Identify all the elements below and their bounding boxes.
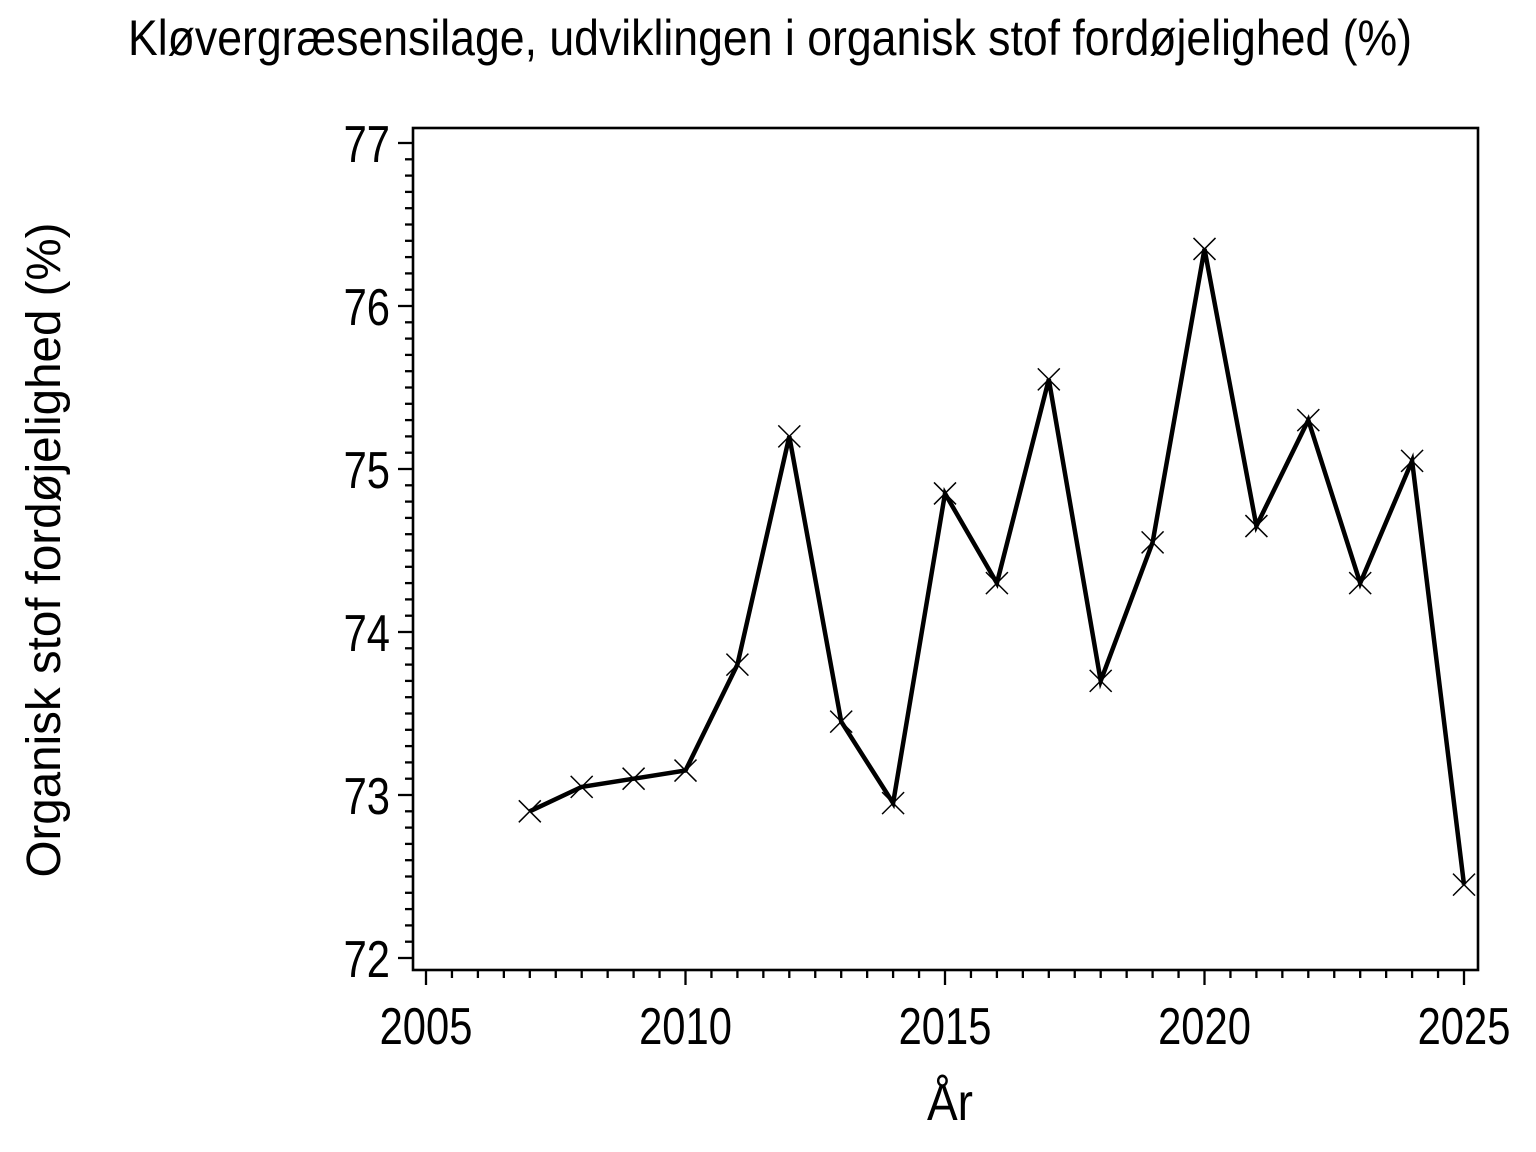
data-point-marker [881,791,905,815]
plot-area: 2005 2010 2015 2020 2025 72 73 74 75 76 77 [344,116,1511,1056]
y-tick-label: 72 [344,931,390,989]
data-point-marker [1192,237,1217,261]
x-tick-label: 2015 [899,998,992,1056]
data-point-marker [570,775,594,799]
data-point-marker [933,481,957,505]
data-point-marker [829,710,853,734]
y-tick-label: 76 [344,279,390,337]
chart-title: Kløvergræsensilage, udviklingen i organi… [128,10,1412,66]
data-point-marker [1452,873,1476,897]
x-tick-label: 2020 [1158,998,1251,1056]
data-point-marker [1400,449,1424,473]
x-tick-label: 2025 [1418,998,1511,1056]
y-tick-label: 74 [344,605,390,663]
plot-frame [411,126,1480,972]
y-tick-label: 75 [344,442,390,500]
data-point-marker [725,653,749,677]
data-point-marker [777,424,801,448]
data-point-marker [985,571,1009,595]
data-point-marker [1037,367,1061,391]
data-point-marker [1089,669,1113,693]
y-tick-label: 77 [344,116,390,174]
x-tick-label: 2005 [380,998,473,1056]
data-point-marker [1244,514,1268,538]
data-point-marker [1348,571,1372,595]
y-tick-label: 73 [344,768,390,826]
x-axis-label: År [927,1074,973,1132]
data-point-marker [1141,530,1165,554]
data-point-marker [518,799,542,823]
data-point-marker [1296,408,1320,432]
data-line [528,248,1467,885]
x-tick-label: 2010 [639,998,732,1056]
y-axis-label: Organisk stof fordøjelighed (%) [18,223,71,878]
data-point-marker [622,767,646,791]
data-point-marker [673,759,698,783]
